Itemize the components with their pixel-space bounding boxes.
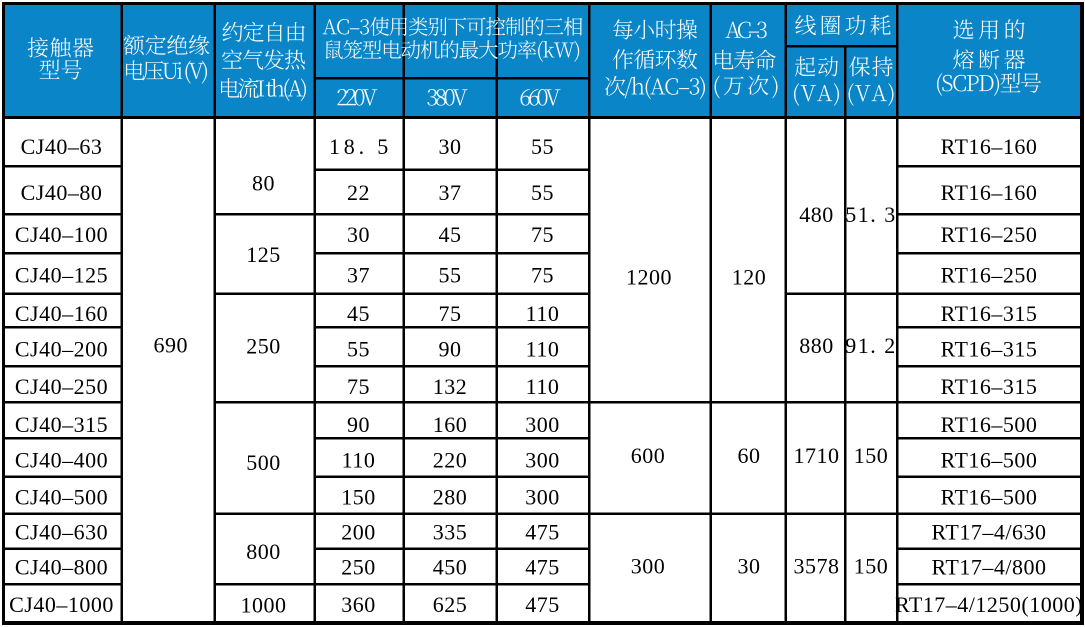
svg-text:CJ40–125: CJ40–125 bbox=[15, 263, 108, 288]
svg-text:75: 75 bbox=[531, 222, 554, 247]
svg-text:132: 132 bbox=[433, 374, 468, 399]
svg-text:300: 300 bbox=[525, 412, 560, 437]
svg-text:475: 475 bbox=[525, 520, 560, 545]
svg-text:120: 120 bbox=[732, 265, 767, 290]
svg-text:RT17–4/630: RT17–4/630 bbox=[932, 520, 1047, 545]
svg-text:CJ40–500: CJ40–500 bbox=[15, 485, 108, 510]
svg-text:RT16–250: RT16–250 bbox=[941, 222, 1038, 247]
svg-text:37: 37 bbox=[439, 180, 462, 205]
svg-text:CJ40–630: CJ40–630 bbox=[15, 520, 108, 545]
svg-text:150: 150 bbox=[341, 485, 376, 510]
svg-text:CJ40–200: CJ40–200 bbox=[15, 337, 108, 362]
svg-text:150: 150 bbox=[854, 554, 889, 579]
svg-text:55: 55 bbox=[531, 134, 554, 159]
svg-text:CJ40–1000: CJ40–1000 bbox=[9, 592, 114, 617]
svg-text:80: 80 bbox=[252, 171, 275, 196]
svg-text:360: 360 bbox=[341, 592, 376, 617]
svg-text:335: 335 bbox=[433, 520, 468, 545]
svg-text:160: 160 bbox=[433, 412, 468, 437]
svg-text:110: 110 bbox=[342, 448, 376, 473]
svg-text:75: 75 bbox=[439, 301, 462, 326]
svg-text:CJ40–63: CJ40–63 bbox=[21, 134, 103, 159]
svg-text:CJ40–250: CJ40–250 bbox=[15, 374, 108, 399]
svg-text:RT16–500: RT16–500 bbox=[941, 485, 1038, 510]
svg-text:75: 75 bbox=[531, 263, 554, 288]
svg-text:250: 250 bbox=[246, 334, 281, 359]
svg-text:1000: 1000 bbox=[241, 593, 287, 618]
svg-text:RT16–315: RT16–315 bbox=[941, 337, 1038, 362]
svg-text:150: 150 bbox=[854, 443, 889, 468]
svg-text:CJ40–315: CJ40–315 bbox=[15, 412, 108, 437]
svg-text:51. 3: 51. 3 bbox=[845, 202, 897, 227]
svg-text:300: 300 bbox=[525, 448, 560, 473]
svg-text:1200: 1200 bbox=[626, 265, 672, 290]
svg-text:500: 500 bbox=[246, 450, 281, 475]
svg-text:CJ40–160: CJ40–160 bbox=[15, 301, 108, 326]
svg-text:30: 30 bbox=[347, 222, 370, 247]
svg-text:RT16–315: RT16–315 bbox=[941, 301, 1038, 326]
svg-text:RT16–315: RT16–315 bbox=[941, 374, 1038, 399]
svg-text:30: 30 bbox=[738, 554, 761, 579]
svg-text:55: 55 bbox=[439, 263, 462, 288]
svg-text:250: 250 bbox=[341, 555, 376, 580]
svg-text:110: 110 bbox=[526, 374, 560, 399]
svg-text:300: 300 bbox=[631, 554, 666, 579]
svg-text:CJ40–80: CJ40–80 bbox=[21, 180, 103, 205]
svg-text:220: 220 bbox=[433, 448, 468, 473]
svg-text:RT16–500: RT16–500 bbox=[941, 448, 1038, 473]
svg-text:RT17–4/1250(1000): RT17–4/1250(1000) bbox=[895, 592, 1083, 617]
svg-text:475: 475 bbox=[525, 555, 560, 580]
svg-text:800: 800 bbox=[246, 539, 281, 564]
svg-text:75: 75 bbox=[347, 374, 370, 399]
svg-text:CJ40–800: CJ40–800 bbox=[15, 555, 108, 580]
svg-text:110: 110 bbox=[526, 337, 560, 362]
svg-text:3578: 3578 bbox=[794, 554, 840, 579]
svg-text:45: 45 bbox=[439, 222, 462, 247]
svg-text:CJ40–400: CJ40–400 bbox=[15, 448, 108, 473]
svg-text:RT16–160: RT16–160 bbox=[941, 134, 1038, 159]
svg-text:RT16–500: RT16–500 bbox=[941, 412, 1038, 437]
svg-text:880: 880 bbox=[799, 333, 834, 358]
svg-text:300: 300 bbox=[525, 485, 560, 510]
svg-text:690: 690 bbox=[154, 333, 189, 358]
svg-text:1710: 1710 bbox=[794, 443, 840, 468]
svg-text:90: 90 bbox=[439, 337, 462, 362]
svg-text:280: 280 bbox=[433, 485, 468, 510]
svg-text:RT17–4/800: RT17–4/800 bbox=[932, 555, 1047, 580]
svg-text:625: 625 bbox=[433, 592, 468, 617]
svg-text:90: 90 bbox=[347, 412, 370, 437]
svg-text:RT16–250: RT16–250 bbox=[941, 263, 1038, 288]
svg-text:91. 2: 91. 2 bbox=[845, 333, 897, 358]
svg-text:200: 200 bbox=[341, 520, 376, 545]
svg-text:45: 45 bbox=[347, 301, 370, 326]
svg-text:125: 125 bbox=[246, 242, 281, 267]
svg-text:18. 5: 18. 5 bbox=[329, 134, 392, 159]
svg-text:55: 55 bbox=[531, 180, 554, 205]
svg-text:475: 475 bbox=[525, 592, 560, 617]
svg-text:CJ40–100: CJ40–100 bbox=[15, 222, 108, 247]
svg-text:60: 60 bbox=[738, 443, 761, 468]
svg-text:480: 480 bbox=[799, 202, 834, 227]
svg-text:RT16–160: RT16–160 bbox=[941, 180, 1038, 205]
svg-text:30: 30 bbox=[439, 134, 462, 159]
svg-text:600: 600 bbox=[631, 443, 666, 468]
svg-text:22: 22 bbox=[347, 180, 370, 205]
svg-text:37: 37 bbox=[347, 263, 370, 288]
svg-text:110: 110 bbox=[526, 301, 560, 326]
svg-text:450: 450 bbox=[433, 555, 468, 580]
svg-text:55: 55 bbox=[347, 337, 370, 362]
